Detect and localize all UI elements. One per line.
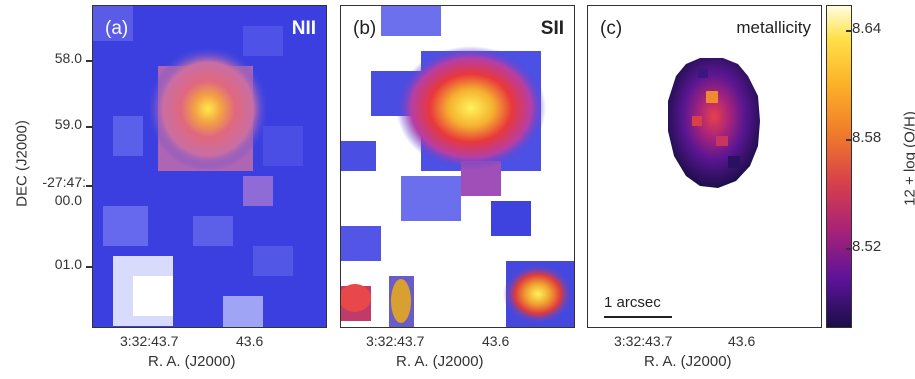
panel-title-nii: NII — [291, 18, 316, 39]
colorbar-tick — [846, 30, 852, 32]
x-tick-label-b-43.6: 43.6 — [482, 333, 510, 349]
panel-nii-map: (a) NII — [92, 5, 327, 328]
scale-bar-label: 1 arcsec — [604, 294, 661, 311]
y-tick-label-59: 59.0 — [54, 116, 82, 132]
scale-bar — [604, 316, 672, 318]
colorbar — [826, 5, 852, 328]
x-tick-label-c-43.6: 43.6 — [728, 333, 756, 349]
nii-emission-map — [93, 6, 326, 327]
colorbar-tick-label-8.52: 8.52 — [852, 238, 882, 255]
colorbar-title: 12 + log (O/H) — [901, 111, 915, 206]
metallicity-map — [588, 6, 821, 327]
colorbar-tick-label-8.58: 8.58 — [852, 129, 882, 146]
y-axis-title: DEC (J2000) — [13, 120, 31, 207]
panel-label-a: (a) — [105, 18, 129, 39]
colorbar-tick — [846, 139, 852, 141]
y-tick-label-47: -27:47: — [42, 174, 86, 190]
panel-title-sii: SII — [540, 18, 564, 39]
x-tick-label-a-43.6: 43.6 — [236, 333, 264, 349]
y-tick — [86, 185, 94, 187]
panel-label-b: (b) — [353, 18, 377, 39]
panel-sii-map: (b) SII — [340, 5, 575, 328]
panel-title-metallicity: metallicity — [736, 18, 811, 37]
y-tick — [86, 126, 94, 128]
panel-metallicity-map: (c) metallicity 1 arcsec — [587, 5, 822, 328]
x-tick-label-a-43.7: 3:32:43.7 — [120, 333, 179, 349]
y-tick — [86, 266, 94, 268]
x-tick-label-b-43.7: 3:32:43.7 — [366, 333, 425, 349]
x-axis-title-c: R. A. (J2000) — [644, 353, 732, 370]
x-axis-title-a: R. A. (J2000) — [148, 353, 236, 370]
y-tick — [86, 60, 94, 62]
colorbar-tick — [846, 248, 852, 250]
x-tick-label-c-43.7: 3:32:43.7 — [614, 333, 673, 349]
sii-emission-map — [341, 6, 574, 327]
colorbar-tick-label-8.64: 8.64 — [852, 20, 882, 37]
y-tick-label-01: 01.0 — [54, 256, 82, 272]
panel-label-c: (c) — [600, 18, 623, 39]
y-tick-label-58: 58.0 — [54, 50, 82, 66]
y-tick-label-00: 00.0 — [54, 192, 82, 208]
x-axis-title-b: R. A. (J2000) — [396, 353, 484, 370]
